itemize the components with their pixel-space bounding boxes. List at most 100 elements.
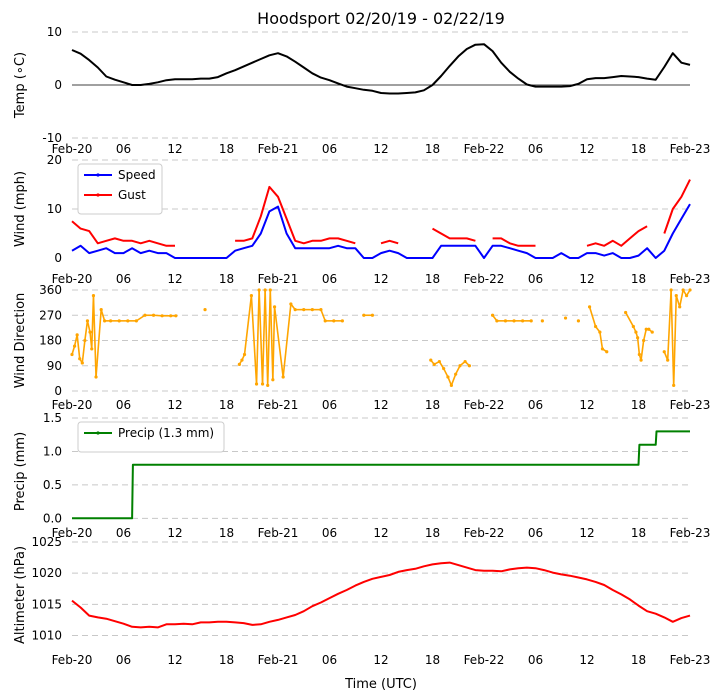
data-segment xyxy=(241,354,246,361)
data-segment xyxy=(594,325,601,333)
chart-title: Hoodsport 02/20/19 - 02/22/19 xyxy=(257,9,505,28)
x-tick-label: 06 xyxy=(322,398,337,412)
data-segment xyxy=(442,368,449,378)
x-tick-label: 12 xyxy=(373,272,388,286)
data-point xyxy=(563,316,568,320)
x-tick-label: 18 xyxy=(219,272,234,286)
x-tick-label: 12 xyxy=(167,272,182,286)
x-tick-label: 06 xyxy=(528,653,543,667)
data-segment xyxy=(92,295,97,377)
y-tick-label: 360 xyxy=(39,283,62,297)
panel-temp: -10 0 10 Feb-20 06 12 18 Feb-21 06 12 18 Feb-22 06 12… xyxy=(13,25,710,156)
x-tick-label: Feb-23 xyxy=(670,398,711,412)
y-tick-label: 0 xyxy=(54,251,62,265)
x-tick-label: 18 xyxy=(425,526,440,540)
x-tick-label: 12 xyxy=(373,526,388,540)
data-segment xyxy=(430,359,435,365)
x-tick-label: 12 xyxy=(579,653,594,667)
x-tick-label: 06 xyxy=(528,272,543,286)
x-tick-label: Feb-22 xyxy=(464,142,505,156)
series-line-precip xyxy=(72,430,690,520)
data-segment xyxy=(459,360,466,367)
data-segment xyxy=(250,295,258,385)
series-line-temp xyxy=(71,43,691,95)
data-segment xyxy=(266,289,272,386)
x-tick-label: Feb-23 xyxy=(670,526,711,540)
x-tick-label: 12 xyxy=(167,142,182,156)
data-segment xyxy=(678,289,684,307)
data-segment xyxy=(100,309,106,322)
panels: -10 0 10 Feb-20 06 12 18 Feb-21 06 12 18 Feb-22 06 12… xyxy=(13,25,710,667)
x-tick-label: 18 xyxy=(631,526,646,540)
x-tick-label: Feb-22 xyxy=(464,653,505,667)
data-point xyxy=(576,319,581,323)
data-segment xyxy=(433,360,440,366)
x-tick-label: 18 xyxy=(425,142,440,156)
data-segment xyxy=(666,289,672,361)
x-tick-label: 18 xyxy=(631,272,646,286)
legend-label: Precip (1.3 mm) xyxy=(118,426,214,440)
y-tick-label: 1.0 xyxy=(43,444,62,458)
x-tick-label: Feb-20 xyxy=(52,653,93,667)
panel-precip: 0.0 0.5 1.0 1.5 Feb-20 06 12 18 Feb-21 06 12 18 Feb-… xyxy=(13,411,710,540)
x-tick-label: 12 xyxy=(373,142,388,156)
legend-marker xyxy=(96,431,100,435)
x-tick-label: Feb-21 xyxy=(258,272,299,286)
data-segment xyxy=(588,306,597,327)
data-segment xyxy=(272,306,276,380)
data-segment xyxy=(675,295,681,308)
data-segment xyxy=(642,329,648,341)
x-tick-label: Feb-21 xyxy=(258,653,299,667)
x-tick-label: 06 xyxy=(116,653,131,667)
x-tick-label: 12 xyxy=(167,398,182,412)
x-tick-label: 18 xyxy=(219,398,234,412)
data-segment xyxy=(135,314,146,322)
data-segment xyxy=(464,360,470,367)
data-segment xyxy=(632,326,637,333)
x-tick-label: 06 xyxy=(322,526,337,540)
panel-dir: 0 90 180 270 360 Feb-20 06 12 18 Feb-21 06 12 18 Feb-… xyxy=(13,283,710,412)
x-tick-label: Feb-20 xyxy=(52,526,93,540)
y-tick-label: 1015 xyxy=(31,597,62,611)
legend-label: Speed xyxy=(118,168,156,182)
data-segment xyxy=(454,365,461,375)
y-tick-label: 1.5 xyxy=(43,411,62,425)
x-tick-label: Feb-20 xyxy=(52,398,93,412)
data-segment xyxy=(320,309,326,322)
data-segment xyxy=(682,289,688,297)
data-segment xyxy=(438,361,445,369)
panel-wind: 0 10 20 Feb-20 06 12 18 Feb-21 06 12 18 Feb-22 06 12 1… xyxy=(13,153,710,286)
legend-marker xyxy=(96,173,100,177)
data-segment xyxy=(672,295,678,386)
y-axis-label: Precip (mm) xyxy=(13,432,28,511)
series-line-gust xyxy=(71,179,691,247)
data-segment xyxy=(685,289,691,297)
data-segment xyxy=(95,309,102,378)
panel-altimeter: 1010 1015 1020 1025 Feb-20 06 12 18 Feb-21 06 12 18… xyxy=(13,535,710,667)
legend-box xyxy=(77,421,225,453)
data-segment xyxy=(243,295,253,355)
y-tick-label: 1010 xyxy=(31,629,62,643)
x-tick-label: 18 xyxy=(425,272,440,286)
y-tick-label: 0.0 xyxy=(43,511,62,525)
x-tick-label: 12 xyxy=(167,526,182,540)
x-tick-label: 06 xyxy=(322,142,337,156)
y-tick-label: 0.5 xyxy=(43,478,62,492)
legend-marker xyxy=(96,193,100,197)
x-tick-label: 06 xyxy=(322,272,337,286)
data-segment xyxy=(86,320,91,333)
legend-label: Gust xyxy=(118,188,146,202)
data-point xyxy=(540,319,544,323)
x-tick-label: 18 xyxy=(631,142,646,156)
data-segment xyxy=(450,373,457,386)
x-tick-label: 18 xyxy=(631,653,646,667)
x-tick-label: 18 xyxy=(219,653,234,667)
data-segment xyxy=(648,328,653,333)
y-tick-label: 10 xyxy=(47,25,62,39)
data-segment xyxy=(258,289,264,385)
data-segment xyxy=(624,312,635,327)
data-segment xyxy=(491,314,498,322)
x-tick-label: 06 xyxy=(528,398,543,412)
data-segment xyxy=(640,340,645,361)
